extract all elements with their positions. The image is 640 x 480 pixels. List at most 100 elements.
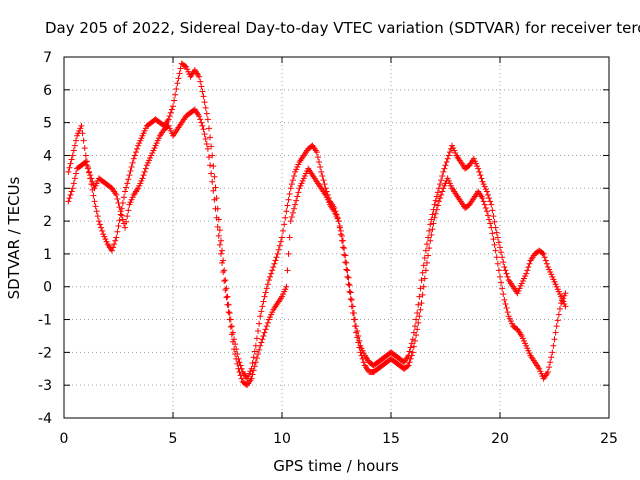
- data-point: [316, 159, 323, 166]
- data-point: [237, 362, 244, 369]
- data-point: [259, 303, 266, 310]
- data-point: [260, 332, 267, 339]
- data-point: [279, 234, 285, 241]
- data-point: [99, 227, 106, 234]
- data-point: [552, 329, 559, 336]
- y-tick-label: 6: [43, 83, 52, 99]
- data-point: [502, 267, 509, 274]
- data-point: [171, 97, 178, 104]
- data-point: [438, 177, 445, 184]
- data-point: [429, 211, 436, 218]
- data-point: [132, 149, 139, 156]
- data-point: [337, 231, 344, 238]
- data-point: [286, 234, 293, 241]
- data-point: [286, 191, 293, 198]
- data-point: [139, 175, 146, 182]
- y-tick-label: -3: [38, 378, 52, 394]
- data-point: [414, 309, 421, 316]
- data-point: [343, 259, 350, 266]
- data-point: [167, 109, 174, 116]
- data-point: [420, 262, 427, 269]
- x-tick-label: 0: [60, 431, 69, 447]
- data-point: [348, 303, 355, 310]
- data-point: [261, 329, 268, 336]
- data-point: [258, 308, 265, 315]
- data-point: [208, 143, 215, 150]
- data-point: [124, 213, 131, 220]
- data-point: [92, 203, 99, 210]
- data-point: [261, 293, 268, 300]
- data-point: [524, 267, 531, 274]
- data-point: [497, 273, 503, 280]
- data-point: [259, 336, 266, 343]
- data-point: [237, 372, 244, 379]
- data-point: [253, 355, 260, 362]
- data-point: [313, 149, 320, 156]
- data-point: [210, 187, 217, 194]
- data-point: [341, 251, 348, 258]
- data-point: [544, 369, 551, 376]
- data-point: [129, 159, 136, 166]
- data-point: [491, 241, 498, 248]
- data-point: [224, 301, 231, 308]
- data-point: [410, 343, 417, 350]
- data-point: [347, 289, 354, 296]
- data-point: [485, 212, 492, 219]
- data-point: [69, 152, 76, 159]
- data-point: [123, 184, 130, 191]
- y-tick-label: 3: [43, 181, 52, 197]
- data-point: [555, 311, 562, 318]
- data-point: [82, 159, 89, 166]
- data-point: [404, 363, 411, 370]
- data-point: [541, 254, 548, 261]
- data-point: [419, 291, 426, 298]
- data-point: [489, 207, 496, 214]
- data-point: [543, 260, 550, 267]
- data-point: [71, 175, 78, 182]
- data-point: [482, 204, 489, 211]
- data-point: [238, 375, 245, 382]
- data-point: [488, 224, 495, 231]
- data-point: [88, 175, 95, 182]
- data-point: [434, 189, 441, 196]
- data-point: [408, 340, 415, 347]
- data-point: [421, 255, 428, 262]
- data-point: [134, 145, 141, 152]
- data-point: [428, 216, 435, 223]
- data-point: [199, 122, 206, 129]
- data-point: [181, 63, 188, 70]
- data-point: [493, 254, 500, 261]
- y-axis-title: SDTVAR / TECUs: [5, 176, 23, 299]
- data-point: [415, 319, 422, 326]
- data-point: [349, 309, 356, 316]
- data-point: [499, 254, 506, 261]
- data-point: [405, 362, 412, 369]
- y-tick-label: 5: [43, 116, 52, 132]
- data-point: [281, 221, 288, 228]
- data-point: [494, 260, 501, 267]
- data-point: [215, 232, 222, 239]
- data-point: [265, 277, 272, 284]
- data-point: [553, 323, 560, 330]
- data-point: [83, 162, 90, 169]
- data-point: [255, 351, 262, 358]
- data-point: [68, 156, 75, 163]
- series-track-upper: [65, 60, 569, 382]
- data-point: [166, 113, 173, 120]
- data-point: [202, 136, 209, 143]
- data-point: [419, 269, 426, 276]
- data-point: [250, 354, 257, 361]
- data-point: [433, 206, 440, 213]
- data-point: [539, 250, 546, 257]
- data-point: [486, 195, 493, 202]
- data-point: [427, 221, 434, 228]
- data-point: [346, 282, 353, 289]
- chart-title: Day 205 of 2022, Sidereal Day-to-day VTE…: [45, 19, 640, 37]
- data-point: [267, 273, 274, 280]
- data-point: [205, 125, 212, 132]
- data-point: [289, 177, 296, 184]
- data-point: [426, 227, 433, 234]
- data-point: [290, 205, 297, 212]
- data-point: [547, 359, 554, 366]
- data-point: [423, 259, 430, 266]
